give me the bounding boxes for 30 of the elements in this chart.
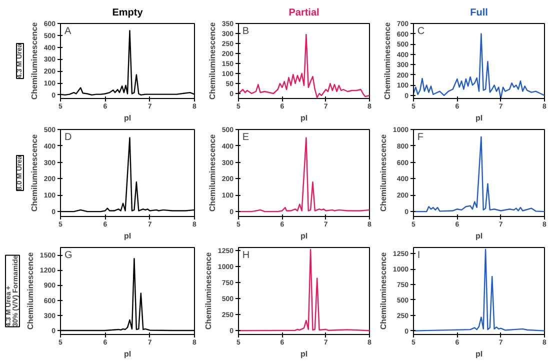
annotation: D	[64, 132, 72, 144]
y-axis-title: Chemiluminescence	[204, 252, 213, 330]
y-axis-title: Chemiluminescence	[382, 22, 392, 100]
annotation: G	[64, 250, 73, 262]
y-axis-title: Chemiluminescence	[378, 252, 388, 330]
x-axis-title: pI	[475, 232, 483, 240]
x-axis-title: pI	[300, 350, 308, 358]
annotation: H	[242, 250, 250, 262]
annotation: A	[64, 26, 72, 37]
annotation: F	[417, 132, 424, 144]
y-axis-title: Chemiluminescence	[378, 134, 388, 212]
annotation: B	[242, 26, 250, 37]
x-axis-title: pI	[124, 350, 132, 358]
y-axis-title: Chemiluminescence	[30, 134, 39, 212]
chart-title: Empty	[112, 8, 144, 18]
annotation: E	[242, 132, 250, 144]
y-axis-title: Chemiluminescence	[208, 22, 217, 100]
x-axis-title: pI	[475, 350, 483, 358]
x-axis-title: pI	[300, 114, 308, 122]
annotation: I	[417, 250, 420, 262]
x-axis-title: pI	[124, 114, 132, 122]
y-axis-title: Chemiluminescence	[208, 134, 217, 212]
annotation: C	[417, 26, 425, 37]
y-axis-title: Chemiluminescence	[26, 252, 35, 330]
chart-title: Full	[470, 8, 488, 18]
x-axis-title: pI	[475, 114, 483, 122]
chart-title: Partial	[288, 8, 320, 18]
x-axis-title: pI	[124, 232, 132, 240]
y-axis-title: Chemiluminescence	[30, 22, 39, 100]
x-axis-title: pI	[300, 232, 308, 240]
